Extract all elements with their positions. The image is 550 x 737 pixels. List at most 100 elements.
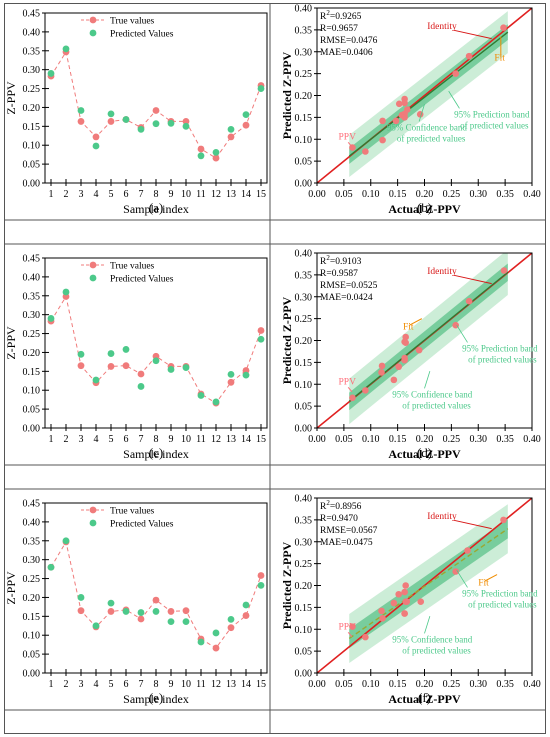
data-point — [378, 362, 386, 370]
stat-text: MAE=0.0475 — [320, 538, 373, 548]
data-point — [362, 633, 369, 641]
legend-true-marker — [89, 16, 97, 24]
x-tick-label: 2 — [64, 189, 69, 200]
y-tick-label: 0.40 — [295, 4, 313, 15]
y-tick-label: 0.05 — [295, 157, 313, 168]
data-point — [379, 136, 386, 144]
confidence-band-arrow — [418, 104, 425, 122]
identity-arrow — [453, 29, 492, 40]
ppv-arrow — [347, 141, 353, 148]
x-tick-label: 0.25 — [443, 189, 461, 200]
y-axis-label: Predicted Z-PPV — [280, 541, 294, 629]
y-tick-label: 0.00 — [295, 179, 313, 190]
predicted-value-point — [137, 609, 145, 616]
stat-text: R2=0.9103 — [320, 254, 362, 267]
identity-label: Identity — [427, 512, 457, 522]
data-point — [390, 376, 398, 384]
predicted-value-point — [92, 622, 100, 630]
y-tick-label: 0.10 — [23, 631, 41, 642]
y-tick-label: 0.40 — [295, 249, 313, 260]
predicted-value-point — [182, 364, 190, 371]
true-value-point — [182, 118, 190, 125]
predicted-value-point — [227, 615, 235, 623]
series-panel-4: 0.00 0.05 0.10 0.15 0.20 0.25 0.30 0.35 0.40 0.45… — [4, 499, 268, 706]
predicted-value-point — [107, 110, 115, 118]
predicted-value-point — [47, 315, 55, 322]
prediction-band-label: of predicted values — [460, 120, 529, 130]
stat-text: R=0.9470 — [320, 514, 358, 524]
y-tick-label: 0.00 — [295, 669, 313, 680]
fit-line — [348, 271, 509, 402]
y-tick-label: 0.25 — [295, 559, 313, 570]
legend-predicted-label: Predicted Values — [110, 30, 174, 40]
ppv-arrow — [347, 386, 353, 393]
stat-text: RMSE=0.0567 — [320, 526, 378, 536]
y-tick-label: 0.15 — [295, 358, 313, 369]
data-point — [378, 607, 385, 615]
y-tick-label: 0.20 — [23, 593, 41, 604]
y-tick-label: 0.40 — [295, 494, 313, 505]
legend-predicted-marker — [89, 519, 97, 527]
data-point — [395, 590, 403, 598]
predicted-value-point — [77, 107, 85, 114]
predicted-value-point — [182, 618, 190, 626]
true-values-line — [50, 295, 262, 404]
y-tick-label: 0.00 — [295, 424, 313, 435]
predicted-value-point — [257, 581, 265, 589]
y-tick-label: 0.30 — [23, 555, 41, 566]
true-value-point — [152, 107, 160, 114]
data-point — [401, 114, 408, 121]
y-tick-label: 0.40 — [23, 27, 41, 38]
data-point — [500, 267, 508, 274]
y-tick-label: 0.05 — [23, 160, 41, 171]
scatter-panel-3: 0.000.00 0.05 0.05 0.10 0.10 0.15 0.15 0.20 0.20… — [280, 249, 541, 462]
x-tick-label: 13 — [226, 189, 236, 200]
y-tick-label: 0.30 — [23, 65, 41, 76]
y-tick-label: 0.00 — [23, 179, 41, 190]
x-tick-label: 0.20 — [416, 679, 434, 690]
confidence-band-label: 95% Confidence band — [387, 123, 467, 133]
y-tick-label: 0.35 — [23, 291, 41, 302]
confidence-band-label: 95% Confidence band — [392, 634, 472, 644]
y-tick-label: 0.45 — [23, 254, 41, 265]
y-axis-label: Z-PPV — [4, 326, 18, 360]
x-tick-label: 0.00 — [308, 679, 326, 690]
data-point — [465, 52, 473, 60]
true-value-point — [182, 607, 190, 615]
data-point — [402, 582, 409, 589]
x-tick-label: 15 — [256, 189, 266, 200]
true-value-point — [107, 608, 115, 615]
y-tick-label: 0.05 — [295, 402, 313, 413]
x-tick-label: 7 — [139, 189, 144, 200]
legend-predicted-marker — [89, 274, 97, 282]
predicted-value-point — [242, 601, 250, 609]
data-point — [401, 588, 408, 596]
true-value-point — [137, 615, 145, 623]
prediction-band-label: 95% Prediction band — [462, 343, 538, 353]
x-tick-label: 0.30 — [470, 679, 488, 690]
true-value-point — [212, 644, 220, 652]
y-tick-label: 0.15 — [295, 113, 313, 124]
data-point — [402, 339, 409, 346]
true-value-point — [152, 596, 160, 604]
confidence-band-label: 95% Confidence band — [392, 389, 472, 399]
y-tick-label: 0.25 — [23, 84, 41, 95]
fit-arrow — [409, 318, 423, 326]
data-point — [390, 599, 398, 607]
figure-frame — [4, 3, 546, 734]
predicted-value-point — [212, 149, 220, 156]
y-tick-label: 0.30 — [23, 310, 41, 321]
x-tick-label: 7 — [139, 434, 144, 445]
legend-predicted-label: Predicted Values — [110, 520, 174, 530]
prediction-band-arrow — [456, 324, 468, 343]
y-tick-label: 0.10 — [295, 380, 313, 391]
x-axis-label: Actual Z-PPV — [388, 202, 461, 216]
identity-line — [317, 498, 532, 673]
y-tick-label: 0.45 — [23, 9, 41, 20]
x-tick-label: 1 — [49, 679, 54, 690]
panel-label: (f) — [418, 690, 431, 705]
x-tick-label: 11 — [196, 434, 206, 445]
ppv-label: PPV — [339, 622, 357, 632]
x-tick-label: 3 — [79, 434, 84, 445]
